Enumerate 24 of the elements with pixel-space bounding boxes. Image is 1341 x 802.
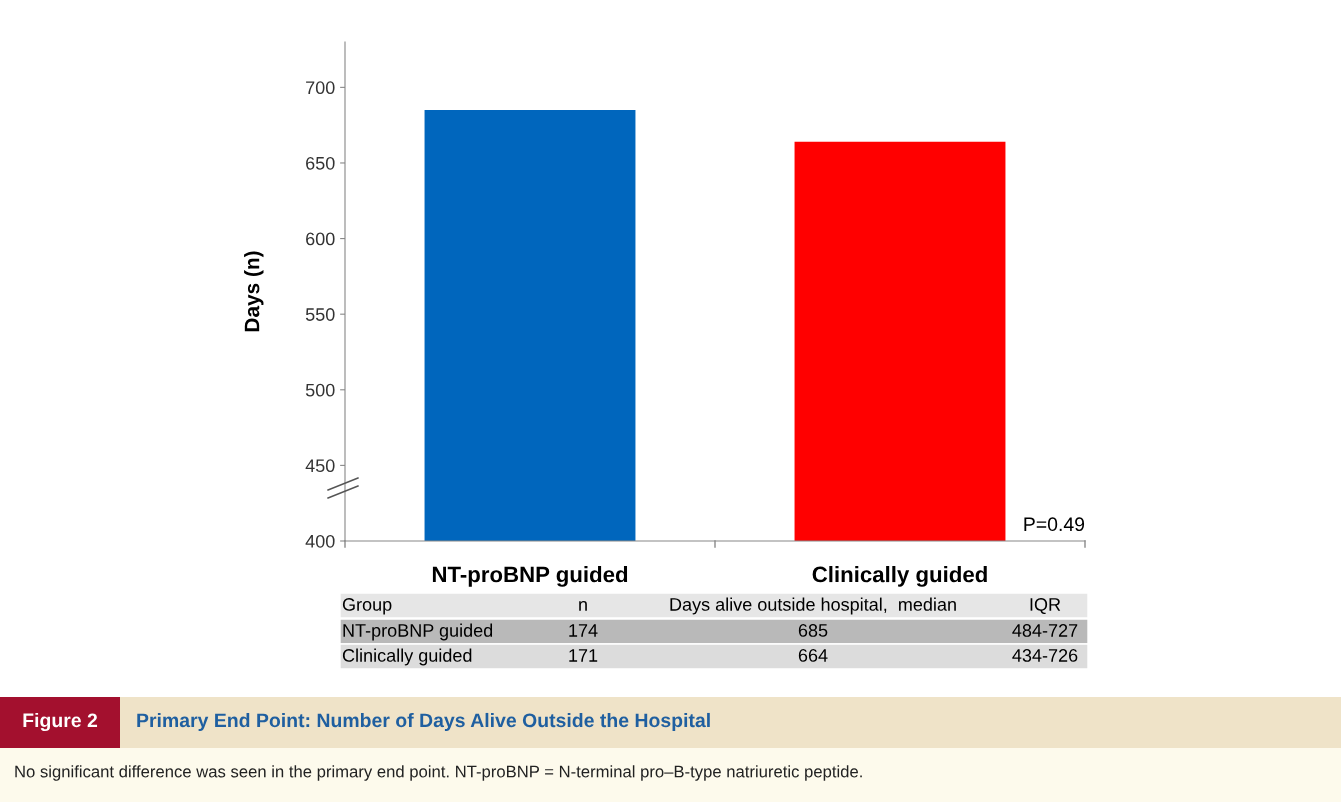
text: IQR xyxy=(1030,598,1061,615)
text: n xyxy=(579,600,587,611)
y-tick-label: 650 xyxy=(306,156,335,170)
y-tick-label: 450 xyxy=(305,459,335,473)
text: 174 xyxy=(569,624,598,637)
y-tick-label: 550 xyxy=(305,308,335,321)
y-axis-title: Days (n) xyxy=(244,251,264,332)
text: Days alive outside hospital, median xyxy=(670,597,956,615)
text: 434-726 xyxy=(1012,649,1078,662)
text: Primary End Point: Number of Days Alive Outside the Hospital xyxy=(137,712,710,732)
category-label: Clinically guided xyxy=(342,648,472,666)
text: 484-727 xyxy=(1012,624,1078,637)
y-tick-label: 400 xyxy=(305,534,335,548)
caption: Figure 2 xyxy=(23,712,98,732)
y-tick-label: 700 xyxy=(306,81,335,95)
text: 171 xyxy=(569,649,598,662)
y-tick-label: 600 xyxy=(306,232,335,246)
annotation: P=0.49 xyxy=(1024,517,1085,532)
text: No significant difference was seen in the primary end point. NT-proBNP = N-terminal pro–B-type natriuretic peptide. xyxy=(15,765,862,781)
category-label: NT-proBNP guided xyxy=(343,623,493,641)
text: Group xyxy=(342,598,392,615)
text: 664 xyxy=(798,649,828,662)
y-tick-label: 500 xyxy=(305,383,335,397)
text: 685 xyxy=(798,624,828,637)
